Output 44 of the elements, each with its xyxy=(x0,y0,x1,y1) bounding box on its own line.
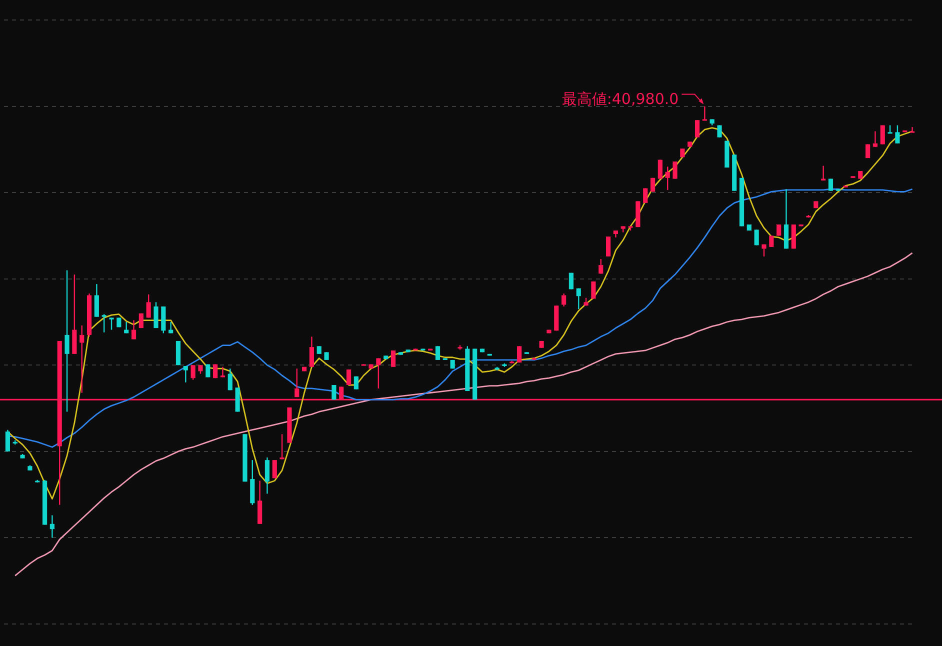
candlestick xyxy=(717,124,722,138)
candlestick xyxy=(658,159,662,180)
candlestick xyxy=(769,235,774,248)
candlestick xyxy=(672,160,678,180)
candlestick xyxy=(5,429,10,452)
candlestick xyxy=(50,514,54,538)
candlestick xyxy=(354,376,358,390)
candlestick xyxy=(598,258,604,274)
candlestick xyxy=(146,294,151,318)
candlestick xyxy=(828,178,834,192)
candlestick xyxy=(694,119,700,138)
annotation: 最高値:40,980.0 xyxy=(562,90,679,108)
candlestick xyxy=(258,480,262,525)
candlestick xyxy=(435,346,440,361)
candlestick xyxy=(643,188,648,204)
candlestick xyxy=(762,244,766,258)
candlestick xyxy=(576,288,581,310)
candlestick xyxy=(895,124,900,144)
candlestick xyxy=(131,320,136,340)
candlestick xyxy=(264,456,270,494)
candlestick xyxy=(910,126,915,133)
candlestick xyxy=(346,368,352,386)
candlestick xyxy=(606,236,611,258)
candlestick xyxy=(562,292,566,308)
candlestick xyxy=(390,350,396,368)
candlestick xyxy=(109,317,114,330)
candlestick xyxy=(64,270,70,412)
candlestick xyxy=(228,368,232,391)
candlestick xyxy=(872,130,878,148)
candlestick xyxy=(517,346,522,364)
candlestick xyxy=(190,364,196,380)
candlestick xyxy=(880,124,885,145)
candlestick xyxy=(294,368,300,398)
candlestick xyxy=(376,358,381,390)
candlestick xyxy=(309,336,314,368)
candlestick xyxy=(183,365,188,383)
candlestick xyxy=(665,166,670,191)
candlestick xyxy=(272,459,277,479)
candlestick xyxy=(754,229,759,246)
candlestick xyxy=(154,302,158,329)
candlestick xyxy=(702,106,707,121)
candlestick xyxy=(80,324,84,394)
candlestick xyxy=(94,283,99,318)
candlestick xyxy=(102,314,106,333)
